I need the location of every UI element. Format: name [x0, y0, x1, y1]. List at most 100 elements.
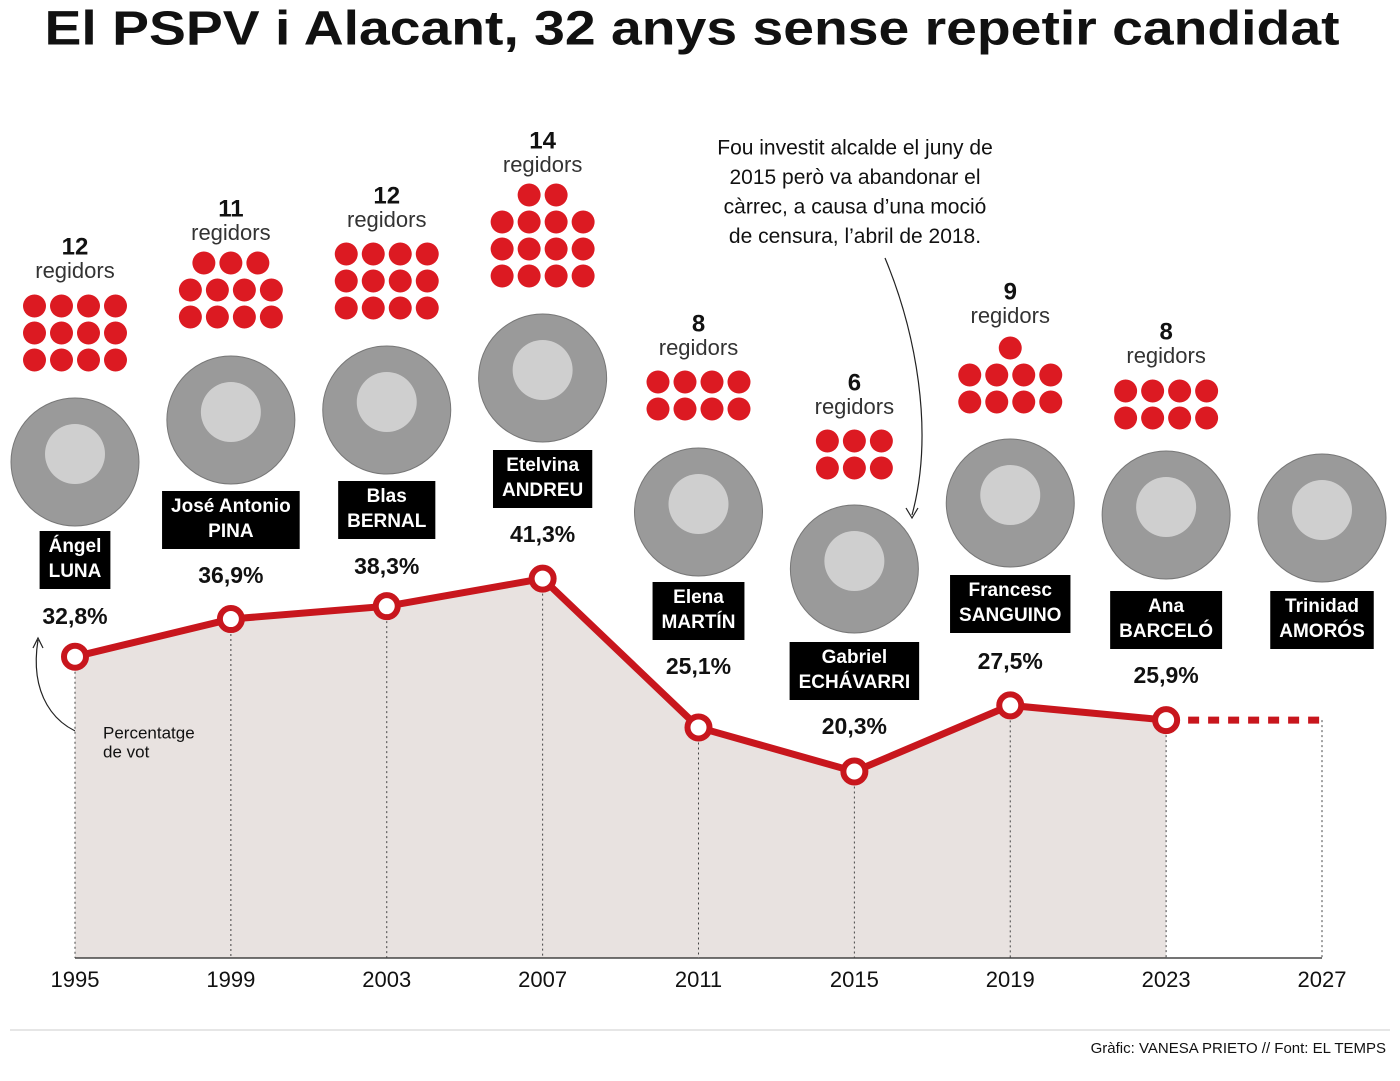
value-label: 20,3%	[822, 713, 887, 739]
candidate-label: Francesc SANGUINO	[950, 575, 1071, 633]
seat-dot	[571, 264, 595, 288]
seat-dot	[544, 264, 568, 288]
seat-dot	[77, 294, 100, 318]
area	[75, 578, 1167, 958]
x-tick-label: 2007	[518, 967, 567, 992]
candidate-name: Elena	[673, 587, 724, 608]
seat-dot	[985, 390, 1009, 414]
candidate-label-box	[39, 531, 111, 589]
candidate-label: Blas BERNAL	[338, 481, 436, 539]
value-label: 36,9%	[198, 562, 263, 588]
point	[372, 592, 401, 621]
candidate-photo-face	[200, 382, 261, 442]
candidate-label: José Antonio PINA	[162, 491, 300, 549]
seat-dot	[50, 294, 73, 318]
seat-dot	[985, 363, 1009, 387]
candidate-surname: AMORÓS	[1279, 620, 1365, 642]
seat-dot	[571, 237, 595, 261]
candidate-label: Elena MARTÍN	[652, 582, 745, 640]
seat-dot	[727, 397, 751, 421]
seat-dot	[77, 321, 100, 345]
annotation-arrowhead	[32, 636, 44, 649]
candidate-surname: ECHÁVARRI	[799, 671, 911, 693]
candidate-surname: BARCELÓ	[1119, 620, 1213, 642]
seat-dot	[104, 321, 127, 345]
candidate-label: Trinidad AMORÓS	[1270, 591, 1374, 649]
value-label: 32,8%	[42, 603, 107, 629]
seat-dot	[842, 429, 866, 453]
seat-dot	[415, 269, 439, 293]
seat-dot	[205, 305, 229, 329]
seat-dot	[334, 242, 358, 266]
seat-dot	[1195, 406, 1219, 430]
seats-label: regidors	[659, 335, 738, 360]
seat-dot	[700, 370, 724, 394]
seat-dot	[544, 210, 568, 234]
seat-dot	[490, 264, 514, 288]
candidate-name: Etelvina	[506, 455, 579, 476]
seat-dot	[490, 210, 514, 234]
seat-dot	[958, 363, 982, 387]
seat-dot	[646, 397, 670, 421]
annotation-arrow	[884, 257, 923, 516]
candidate-name: José Antonio	[171, 496, 291, 517]
seat-dot	[23, 321, 46, 345]
seat-dot	[361, 242, 385, 266]
seat-dot	[361, 296, 385, 320]
candidate-label: Ángel LUNA	[39, 531, 111, 589]
seats-label: regidors	[35, 258, 114, 283]
candidate-label: Ana BARCELÓ	[1110, 591, 1223, 649]
chart-title: El PSPV i Alacant, 32 anys sense repetir…	[45, 3, 1340, 56]
x-tick-label: 2027	[1298, 967, 1347, 992]
seat-dot	[246, 251, 270, 275]
x-tick-label: 2015	[830, 967, 879, 992]
seat-dot	[259, 305, 283, 329]
seats-label: regidors	[971, 303, 1050, 328]
seat-dot	[361, 269, 385, 293]
seat-dot	[388, 269, 412, 293]
line	[74, 575, 1167, 776]
seat-dot	[1168, 379, 1192, 403]
value-label: 38,3%	[354, 553, 419, 579]
annotation: Percentatge	[103, 723, 195, 742]
value-label: 27,5%	[978, 648, 1043, 674]
annotation: càrrec, a causa d’una moció	[724, 196, 987, 219]
seat-dot	[232, 305, 256, 329]
seats-count: 12	[62, 233, 89, 260]
candidate-label-box	[492, 450, 593, 508]
seat-dot	[219, 251, 243, 275]
value-label: 41,3%	[510, 521, 575, 547]
area-layer	[75, 578, 1167, 958]
seat-dot	[415, 242, 439, 266]
seat-dot	[104, 294, 127, 318]
seat-dot	[544, 237, 568, 261]
seat-dot	[1195, 379, 1219, 403]
point	[840, 757, 869, 786]
seat-dot	[77, 348, 100, 372]
value-label: 25,9%	[1134, 662, 1199, 688]
seats-count: 6	[848, 369, 861, 396]
seat-dot	[869, 429, 893, 453]
candidate-photo-face	[1136, 477, 1197, 537]
candidate-name: Ana	[1148, 596, 1184, 617]
seats-count: 9	[1004, 278, 1017, 305]
labels-layer: 1995 1999 2003 2007 2011 2015 2019 2023 2027 Ánge…	[10, 127, 1387, 992]
seat-dot	[23, 294, 46, 318]
seat-dot	[192, 251, 216, 275]
x-tick-label: 2019	[986, 967, 1035, 992]
x-tick-label: 1999	[206, 967, 255, 992]
seat-dot	[388, 296, 412, 320]
seat-dot	[1012, 390, 1036, 414]
seat-dot	[571, 210, 595, 234]
seats-count: 14	[529, 127, 556, 154]
candidate-label-box	[652, 582, 745, 640]
seats-count: 12	[373, 182, 400, 209]
annotation: Fou investit alcalde el juny de	[717, 137, 993, 160]
annotation: 2015 però va abandonar el	[729, 166, 980, 189]
seat-dot	[104, 348, 127, 372]
candidate-name: Ángel	[49, 535, 102, 557]
seat-dot	[869, 456, 893, 480]
point	[996, 691, 1025, 720]
seat-dot	[388, 242, 412, 266]
